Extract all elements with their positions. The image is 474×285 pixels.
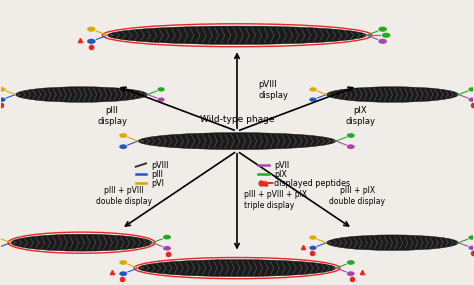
- Circle shape: [382, 33, 391, 38]
- Text: pVIII
display: pVIII display: [258, 80, 288, 100]
- Circle shape: [347, 260, 355, 265]
- Circle shape: [163, 235, 171, 239]
- Circle shape: [468, 246, 474, 250]
- Circle shape: [468, 97, 474, 102]
- Circle shape: [310, 87, 317, 91]
- Text: pVI: pVI: [151, 179, 164, 188]
- Text: pIII
display: pIII display: [97, 106, 127, 126]
- Text: pIII + pVIII
double display: pIII + pVIII double display: [96, 186, 152, 206]
- Ellipse shape: [327, 87, 458, 102]
- Circle shape: [0, 97, 6, 102]
- Circle shape: [119, 144, 127, 149]
- Circle shape: [157, 87, 164, 91]
- Circle shape: [87, 27, 96, 32]
- Text: pIX
display: pIX display: [346, 106, 375, 126]
- Circle shape: [87, 39, 96, 44]
- Text: pIII: pIII: [151, 170, 163, 179]
- Text: pIII + pVIII + pIX
triple display: pIII + pVIII + pIX triple display: [244, 190, 307, 210]
- Circle shape: [378, 39, 387, 44]
- Circle shape: [119, 260, 127, 265]
- Circle shape: [157, 97, 164, 102]
- Circle shape: [0, 87, 6, 91]
- Text: pIX: pIX: [274, 170, 287, 179]
- Ellipse shape: [138, 260, 336, 276]
- Text: pIII + pIX
double display: pIII + pIX double display: [329, 186, 385, 206]
- Circle shape: [347, 271, 355, 276]
- Circle shape: [468, 87, 474, 91]
- Circle shape: [119, 271, 127, 276]
- Ellipse shape: [108, 26, 366, 44]
- Circle shape: [163, 246, 171, 251]
- Circle shape: [378, 27, 387, 32]
- Circle shape: [468, 235, 474, 240]
- Text: displayed peptides: displayed peptides: [274, 179, 350, 188]
- Ellipse shape: [11, 234, 152, 251]
- Circle shape: [119, 133, 127, 138]
- Circle shape: [347, 144, 355, 149]
- Text: Wild-type phage: Wild-type phage: [200, 115, 274, 124]
- Circle shape: [310, 97, 317, 102]
- Circle shape: [310, 235, 317, 240]
- Circle shape: [347, 133, 355, 138]
- Text: pVII: pVII: [274, 160, 289, 170]
- Ellipse shape: [138, 133, 336, 150]
- Ellipse shape: [16, 87, 147, 102]
- Circle shape: [310, 246, 317, 250]
- Ellipse shape: [327, 235, 458, 251]
- Text: pVIII: pVIII: [151, 160, 169, 170]
